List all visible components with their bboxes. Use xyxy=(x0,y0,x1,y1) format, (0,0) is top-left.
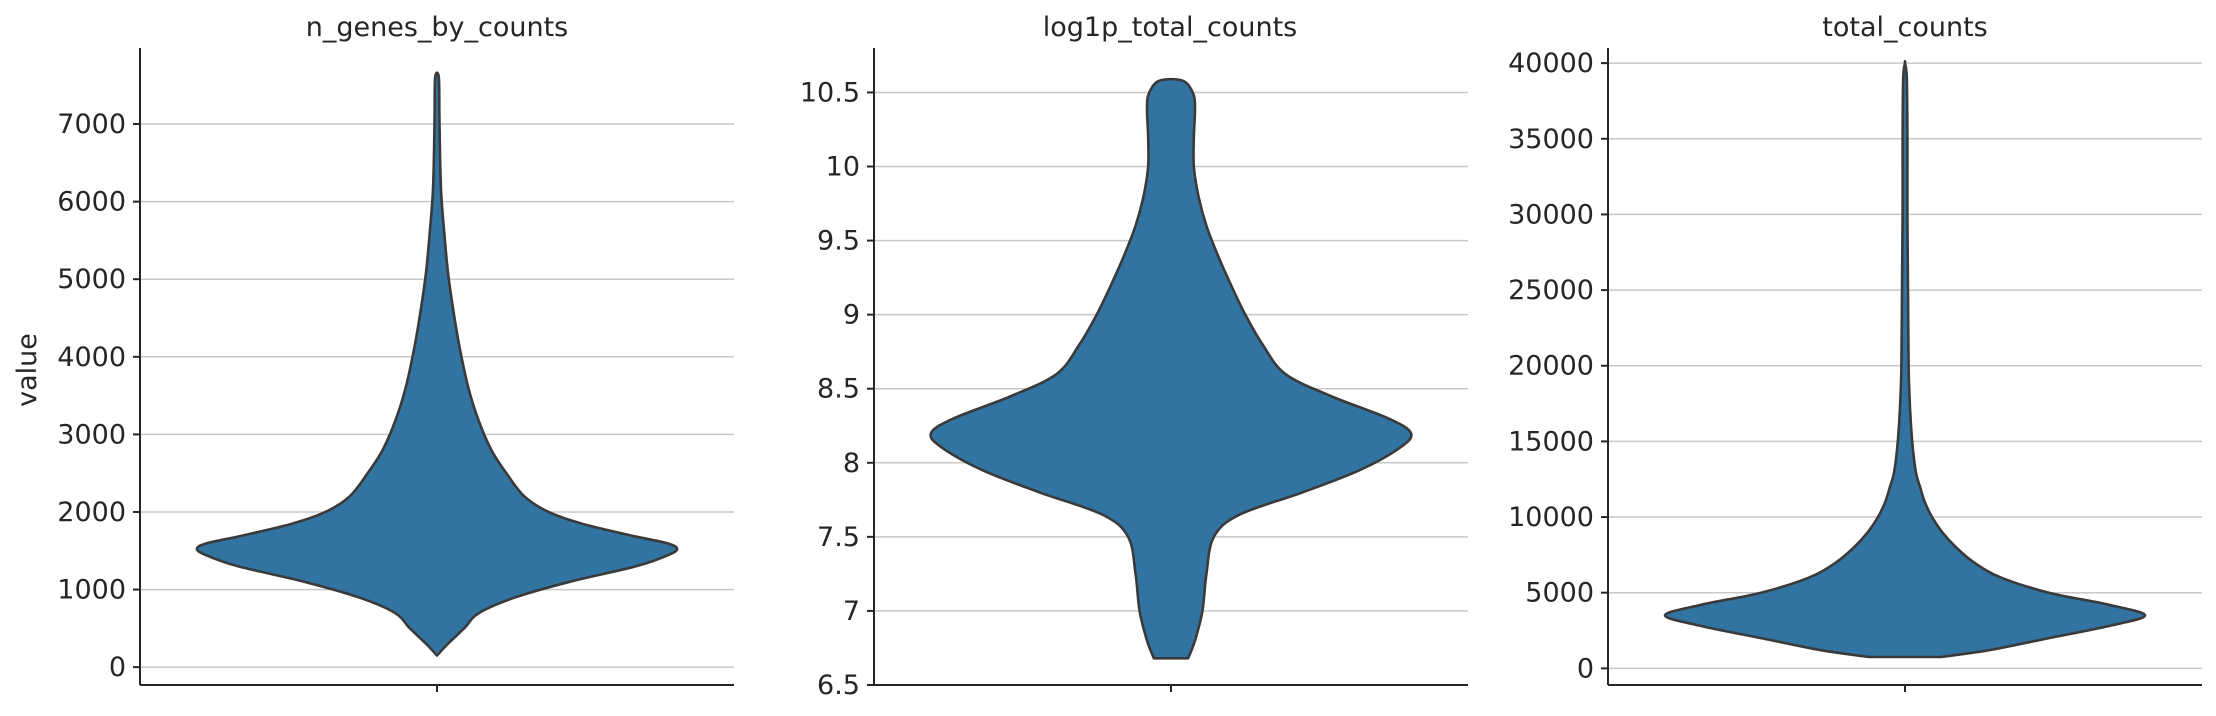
y-tick-label: 7.5 xyxy=(817,522,860,553)
y-tick-label: 30000 xyxy=(1508,199,1594,230)
y-tick-labels: 6.5 7 7.5 8 8.5 9 9.5 10 10.5 xyxy=(800,77,860,701)
y-tick-labels: 0 1000 2000 3000 4000 5000 6000 7000 xyxy=(57,109,126,683)
y-tick-label: 7 xyxy=(843,596,860,627)
y-tick-label: 25000 xyxy=(1508,275,1594,306)
y-tick-label: 5000 xyxy=(1525,578,1594,609)
violin-body xyxy=(1663,59,2147,659)
violin-body xyxy=(195,71,679,657)
panel-title: total_counts xyxy=(1822,12,1987,43)
y-tick-label: 35000 xyxy=(1508,124,1594,155)
y-tick-label: 8.5 xyxy=(817,374,860,405)
y-tick-label: 9 xyxy=(843,300,860,331)
y-tick-label: 10 xyxy=(826,152,860,183)
panel-log1p-total-counts: log1p_total_counts 6.5 7 7.5 8 8.5 9 9.5 10 10.5 xyxy=(800,12,1468,701)
violin-shape xyxy=(929,77,1413,660)
axes xyxy=(1601,48,2202,692)
y-tick-label: 40000 xyxy=(1508,48,1594,79)
axes xyxy=(133,48,734,692)
y-tick-label: 1000 xyxy=(57,575,126,606)
y-tick-label: 4000 xyxy=(57,342,126,373)
y-tick-label: 7000 xyxy=(57,109,126,140)
panel-title: log1p_total_counts xyxy=(1043,12,1297,43)
panel-total-counts: total_counts 0 5000 10000 15000 20000 25000 30… xyxy=(1508,12,2202,692)
y-tick-label: 6.5 xyxy=(817,670,860,701)
y-tick-label: 9.5 xyxy=(817,226,860,257)
y-tick-label: 6000 xyxy=(57,187,126,218)
y-tick-label: 2000 xyxy=(57,497,126,528)
violin-shape xyxy=(1663,59,2147,659)
violin-shape xyxy=(195,71,679,657)
y-tick-label: 0 xyxy=(1577,653,1594,684)
panel-n-genes-by-counts: n_genes_by_counts value 0 1000 2000 3000 400… xyxy=(12,12,734,692)
y-axis-label: value xyxy=(12,333,43,407)
panel-title: n_genes_by_counts xyxy=(306,12,569,43)
y-tick-label: 20000 xyxy=(1508,351,1594,382)
y-tick-label: 0 xyxy=(109,652,126,683)
y-tick-label: 5000 xyxy=(57,264,126,295)
axes xyxy=(867,48,1468,692)
y-tick-label: 3000 xyxy=(57,419,126,450)
y-tick-label: 15000 xyxy=(1508,426,1594,457)
y-tick-label: 10.5 xyxy=(800,77,860,108)
y-tick-label: 8 xyxy=(843,448,860,479)
y-tick-labels: 0 5000 10000 15000 20000 25000 30000 35000 40000 xyxy=(1508,48,1594,684)
y-tick-label: 10000 xyxy=(1508,502,1594,533)
violin-body xyxy=(929,77,1413,660)
